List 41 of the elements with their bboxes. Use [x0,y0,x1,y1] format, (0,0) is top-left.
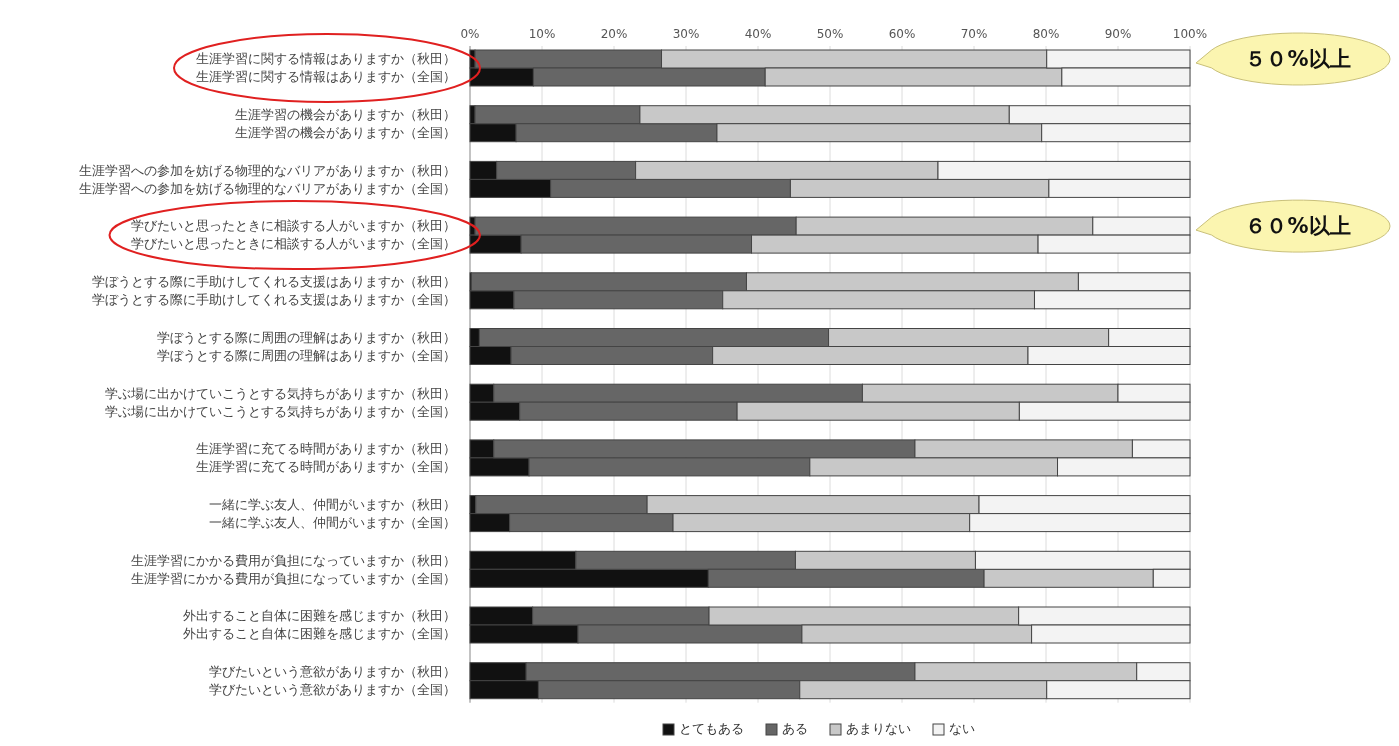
y-tick-label: 生涯学習に充てる時間がありますか（全国） [196,459,456,475]
x-tick-label: 80% [1032,27,1060,41]
x-tick-label: 10% [528,27,556,41]
y-tick-label: 生涯学習に関する情報はありますか（秋田） [196,51,456,67]
y-tick-label: 生涯学習にかかる費用が負担になっていますか（全国） [131,570,456,586]
y-tick-label: 学びたいと思ったときに相談する人がいますか（秋田） [131,218,456,234]
y-tick-label: 学ぼうとする際に周囲の理解はありますか（秋田） [157,329,456,345]
x-tick-label: 90% [1104,27,1132,41]
x-tick-label: 40% [744,27,772,41]
legend-label: あまりない [846,721,911,736]
legend-label: ある [782,721,808,736]
y-tick-label: 学ぼうとする際に手助けしてくれる支援はありますか（秋田） [92,274,456,290]
y-tick-label: 生涯学習に関する情報はありますか（全国） [196,69,456,85]
x-tick-label: 60% [888,27,916,41]
legend-label: ない [949,721,975,736]
y-tick-label: 学びたいという意欲がありますか（全国） [209,682,456,698]
y-tick-label: 学びたいという意欲がありますか（秋田） [209,664,456,680]
y-tick-label: 学ぼうとする際に手助けしてくれる支援はありますか（全国） [92,292,456,308]
y-tick-label: 一緒に学ぶ友人、仲間がいますか（全国） [209,514,456,530]
x-tick-label: 50% [816,27,844,41]
y-tick-label: 生涯学習の機会がありますか（秋田） [235,107,456,123]
text: ６０%以上 [1245,214,1351,239]
y-tick-label: 生涯学習にかかる費用が負担になっていますか（秋田） [131,552,456,568]
y-tick-label: 学びたいと思ったときに相談する人がいますか（全国） [131,236,456,252]
y-tick-label: 外出すること自体に困難を感じますか（秋田） [183,608,456,624]
y-tick-label: 一緒に学ぶ友人、仲間がいますか（秋田） [209,496,456,512]
y-tick-label: 学ぼうとする際に周囲の理解はありますか（全国） [157,347,456,363]
y-tick-label: 学ぶ場に出かけていこうとする気持ちがありますか（全国） [105,403,456,419]
legend-label: とてもある [679,721,744,736]
x-tick-label: 100% [1172,27,1208,41]
x-tick-label: 70% [960,27,988,41]
text: ５０%以上 [1245,47,1351,72]
y-tick-label: 学ぶ場に出かけていこうとする気持ちがありますか（秋田） [105,385,456,401]
x-tick-label: 0% [460,27,480,41]
x-tick-label: 20% [600,27,628,41]
x-tick-label: 30% [672,27,700,41]
y-tick-label: 生涯学習に充てる時間がありますか（秋田） [196,441,456,457]
y-tick-label: 生涯学習の機会がありますか（全国） [235,125,456,141]
y-tick-label: 外出すること自体に困難を感じますか（全国） [183,626,456,642]
y-tick-label: 生涯学習への参加を妨げる物理的なバリアがありますか（秋田） [79,162,456,178]
y-tick-label: 生涯学習への参加を妨げる物理的なバリアがありますか（全国） [79,180,456,196]
